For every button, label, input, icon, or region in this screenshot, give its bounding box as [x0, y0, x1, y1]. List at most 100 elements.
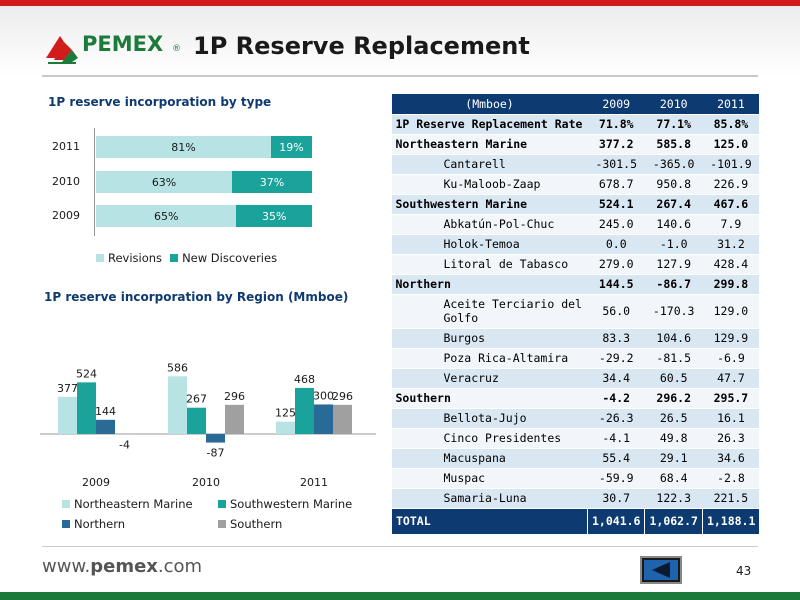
legend-swatch-northeastern [62, 500, 70, 508]
chart1-category-label: 2011 [52, 140, 80, 153]
table-cell-label: Bellota-Jujo [391, 408, 588, 429]
chart2-bar [314, 404, 333, 434]
table-row: Aceite Terciario del Golfo 56.0 -170.3 129.… [391, 294, 760, 329]
chart2-bar [333, 404, 352, 434]
table-cell-value: 678.7 [587, 174, 645, 195]
chart2-data-label: 296 [332, 390, 353, 403]
chart2-data-label: 125 [275, 407, 296, 420]
table-cell-value: 144.5 [587, 274, 645, 295]
chart2-legend-sw: Southwestern Marine [218, 497, 352, 511]
table-cell-value: -29.2 [587, 348, 645, 369]
chart2-data-label: 267 [186, 393, 207, 406]
table-cell-value: 129.9 [702, 328, 760, 349]
logo-registered-mark: ® [172, 44, 181, 54]
table-cell-label: Ku-Maloob-Zaap [391, 174, 588, 195]
chart1-category-label: 2010 [52, 175, 80, 188]
chart2-category-label: 2011 [300, 476, 328, 489]
legend-label-revisions: Revisions [108, 251, 163, 265]
table-cell-label: Veracruz [391, 368, 588, 389]
page-title: 1P Reserve Replacement [193, 32, 530, 60]
footer-url[interactable]: www.pemex.com [42, 556, 202, 577]
table-cell-value: 428.4 [702, 254, 760, 275]
legend-label-southern: Southern [230, 517, 283, 531]
table-row: Southwestern Marine 524.1 267.4 467.6 [391, 194, 760, 215]
legend-label-northeastern: Northeastern Marine [74, 497, 193, 511]
table-cell-label: Litoral de Tabasco [391, 254, 588, 275]
legend-swatch-northern [62, 520, 70, 528]
table-cell-label: Macuspana [391, 448, 588, 469]
table-cell-value: 71.8% [587, 114, 645, 135]
table-cell-value: 26.3 [702, 428, 760, 449]
table-cell-value: 125.0 [702, 134, 760, 155]
table-total-row: TOTAL 1,041.6 1,062.7 1,188.1 [391, 508, 760, 535]
table-row: Holok-Temoa 0.0 -1.0 31.2 [391, 234, 760, 255]
table-cell-label: Poza Rica-Altamira [391, 348, 588, 369]
chart2-title: 1P reserve incorporation by Region (Mmbo… [44, 290, 349, 304]
chart1-bar-revisions: 63% [96, 171, 233, 193]
back-arrow-icon [652, 562, 670, 578]
table-cell-value: 245.0 [587, 214, 645, 235]
table-cell-value: 295.7 [702, 388, 760, 409]
chart2-bar [77, 382, 96, 434]
table-total-label: TOTAL [391, 508, 588, 535]
chart2-bar [276, 421, 295, 434]
chart2-bar [168, 376, 187, 434]
table-cell-value: 279.0 [587, 254, 645, 275]
table-cell-label: 1P Reserve Replacement Rate [391, 114, 588, 135]
chart2-bar [115, 434, 134, 435]
table-cell-label: Aceite Terciario del Golfo [391, 294, 588, 329]
chart2-data-label: 468 [294, 373, 315, 386]
chart1-title: 1P reserve incorporation by type [48, 95, 272, 109]
legend-swatch-southwestern [218, 500, 226, 508]
table-cell-value: 49.8 [644, 428, 703, 449]
table-cell-value: 299.8 [702, 274, 760, 295]
table-cell-value: 77.1% [644, 114, 703, 135]
header-divider [42, 75, 758, 77]
back-button[interactable] [640, 556, 682, 584]
table-cell-value: 127.9 [644, 254, 703, 275]
pemex-logo: PEMEX ® [42, 28, 182, 68]
table-cell-label: Cantarell [391, 154, 588, 175]
table-row: Litoral de Tabasco 279.0 127.9 428.4 [391, 254, 760, 275]
table-cell-value: 267.4 [644, 194, 703, 215]
table-row: Cinco Presidentes -4.1 49.8 26.3 [391, 428, 760, 449]
chart2-data-label: 377 [57, 382, 78, 395]
table-header-2009: 2009 [587, 94, 645, 115]
page-number: 43 [736, 564, 752, 578]
table-cell-label: Southwestern Marine [391, 194, 588, 215]
table-cell-value: 34.4 [587, 368, 645, 389]
table-cell-value: -59.9 [587, 468, 645, 489]
legend-swatch-southern [218, 520, 226, 528]
table-cell-value: 60.5 [644, 368, 703, 389]
table-cell-value: 122.3 [644, 488, 703, 509]
chart2-data-label: 296 [224, 390, 245, 403]
table-row: 1P Reserve Replacement Rate 71.8% 77.1% 85.… [391, 114, 760, 135]
legend-swatch-revisions [96, 254, 104, 262]
table-cell-label: Cinco Presidentes [391, 428, 588, 449]
table-total-value: 1,188.1 [701, 508, 760, 535]
table-cell-value: -4.1 [587, 428, 645, 449]
table-total-value: 1,062.7 [644, 508, 703, 535]
table-cell-value: 524.1 [587, 194, 645, 215]
chart2-bar [187, 407, 206, 434]
table-cell-value: 140.6 [644, 214, 703, 235]
chart1-axis-line [94, 128, 95, 236]
chart2-data-label: 586 [167, 361, 188, 374]
chart2-data-label: -87 [207, 447, 225, 460]
chart2-bar [96, 419, 115, 434]
chart1-bar-row: 81% 19% [96, 136, 312, 158]
table-cell-label: Samaria-Luna [391, 488, 588, 509]
table-cell-value: 26.5 [644, 408, 703, 429]
table-cell-value: 7.9 [702, 214, 760, 235]
table-cell-value: -365.0 [644, 154, 703, 175]
table-cell-value: -301.5 [587, 154, 645, 175]
chart1-bar-row: 63% 37% [96, 171, 312, 193]
chart1-bar-row: 65% 35% [96, 205, 312, 227]
legend-label-new-discoveries: New Discoveries [182, 251, 278, 265]
table-cell-value: -1.0 [644, 234, 703, 255]
table-header-row: (Mmboe) 2009 2010 2011 [391, 94, 760, 115]
table-cell-label: Northeastern Marine [391, 134, 588, 155]
table-total-value: 1,041.6 [586, 508, 645, 535]
legend-label-northern: Northern [74, 517, 126, 531]
chart1-bar-new-discoveries: 37% [232, 171, 312, 193]
